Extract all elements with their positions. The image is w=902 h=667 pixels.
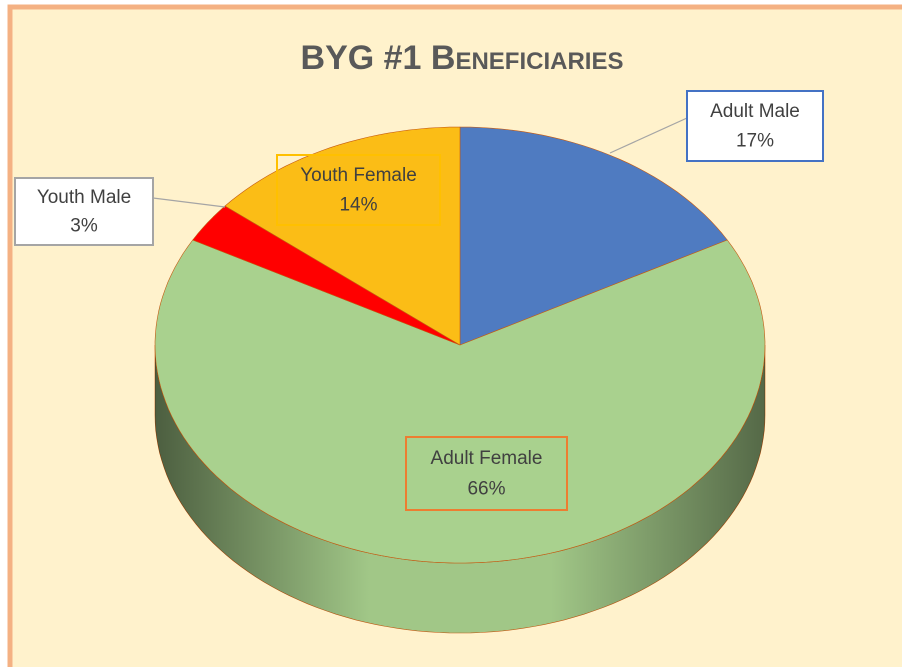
data-label-value: 17% xyxy=(736,130,774,151)
side-shade xyxy=(155,345,765,633)
data-label-name: Youth Female xyxy=(300,165,417,186)
data-label-value: 14% xyxy=(339,194,377,215)
data-label-box xyxy=(14,177,154,246)
slice xyxy=(459,126,728,346)
slice xyxy=(192,205,461,346)
leader-line xyxy=(609,117,688,154)
data-label-value: 66% xyxy=(467,479,505,500)
slice xyxy=(224,126,461,346)
leader-line xyxy=(152,197,226,208)
data-label-name: Youth Male xyxy=(37,187,131,208)
data-label-box xyxy=(276,154,441,226)
data-label-name: Adult Female xyxy=(431,448,543,469)
data-label-value: 3% xyxy=(70,215,98,236)
data-label-name: Adult Male xyxy=(710,101,800,122)
data-label-box xyxy=(405,436,568,511)
slice xyxy=(154,239,766,564)
chart-title: BYG #1 Beneficiaries xyxy=(301,39,624,77)
data-label-box xyxy=(686,90,824,162)
